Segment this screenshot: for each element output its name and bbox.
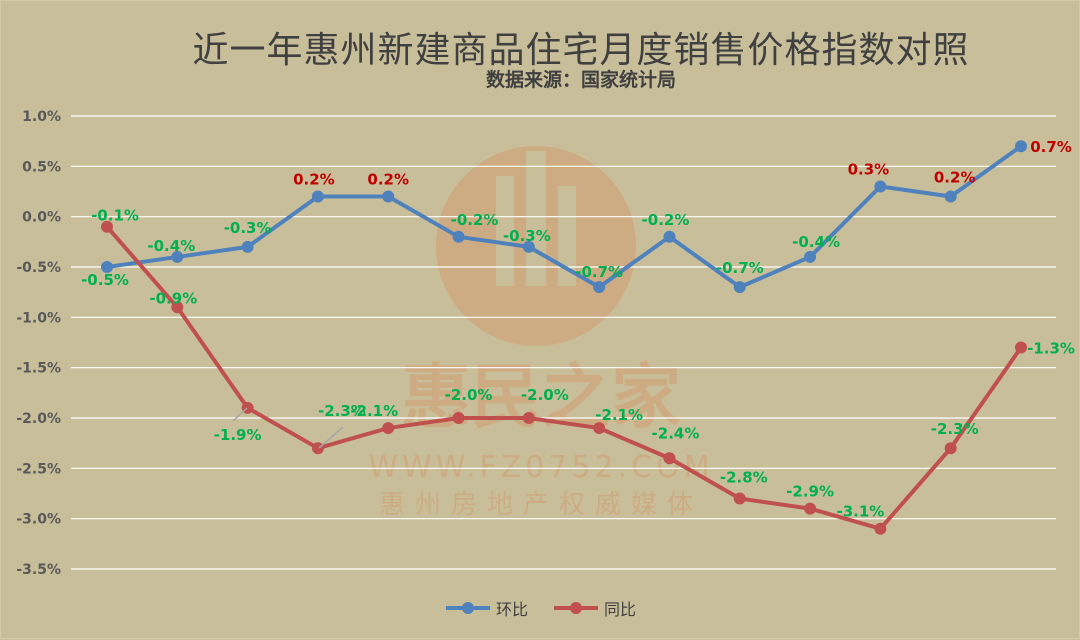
data-point bbox=[593, 422, 606, 435]
watermark: 惠民之家 WWW.FZ0752.COM 惠州房地产权威媒体 bbox=[368, 146, 713, 520]
data-point bbox=[1015, 140, 1027, 153]
data-label: -0.7% bbox=[716, 259, 764, 277]
data-point bbox=[944, 190, 957, 203]
watermark-logo-icon bbox=[436, 146, 636, 346]
legend-line-icon bbox=[445, 602, 490, 614]
data-point bbox=[522, 412, 535, 424]
data-point bbox=[101, 220, 113, 233]
data-label: -0.4% bbox=[792, 233, 840, 251]
data-label: -2.9% bbox=[786, 483, 834, 501]
data-label: 0.2% bbox=[293, 171, 335, 189]
data-point bbox=[101, 261, 113, 273]
y-tick-label: -1.0% bbox=[16, 310, 61, 326]
y-tick-label: -1.5% bbox=[16, 361, 61, 377]
data-label: -2.0% bbox=[445, 386, 493, 404]
legend: 环比 同比 bbox=[1, 596, 1080, 620]
data-label: -2.8% bbox=[720, 469, 768, 487]
y-tick-label: -2.0% bbox=[16, 411, 61, 427]
data-label: -2.3% bbox=[318, 402, 366, 420]
legend-label-mom: 环比 bbox=[495, 600, 528, 619]
data-label: -0.9% bbox=[149, 289, 197, 307]
legend-item-yoy: 同比 bbox=[554, 596, 636, 620]
data-label: 0.2% bbox=[934, 169, 976, 187]
series-line-mom bbox=[106, 144, 1023, 290]
data-label: -1.9% bbox=[214, 426, 262, 444]
watermark-slogan: 惠州房地产权威媒体 bbox=[379, 490, 703, 520]
legend-line-icon bbox=[554, 602, 598, 614]
data-label: -0.4% bbox=[147, 237, 195, 255]
data-point bbox=[663, 230, 676, 243]
y-tick-label: -0.5% bbox=[16, 260, 61, 276]
data-point bbox=[733, 281, 746, 294]
y-tick-label: 0.0% bbox=[22, 210, 61, 226]
data-point bbox=[804, 502, 817, 515]
y-tick-label: 1.0% bbox=[22, 109, 61, 125]
data-point bbox=[663, 452, 676, 465]
data-label: -2.4% bbox=[652, 424, 700, 442]
data-point bbox=[171, 250, 184, 263]
data-point bbox=[522, 240, 535, 253]
data-point bbox=[452, 230, 465, 243]
data-label: -0.2% bbox=[642, 211, 690, 229]
data-point bbox=[171, 301, 184, 314]
data-label: -0.5% bbox=[81, 271, 129, 289]
data-label: -2.3% bbox=[931, 420, 979, 438]
y-axis: 1.0% 0.5% 0.0% -0.5% -1.0% -1.5% -2.0% -2.5% -3.… bbox=[16, 109, 61, 578]
data-point bbox=[1015, 341, 1027, 354]
data-point bbox=[593, 281, 606, 294]
legend-item-mom: 环比 bbox=[445, 596, 528, 620]
data-label: -0.7% bbox=[575, 263, 623, 281]
data-point bbox=[311, 190, 324, 203]
data-label: -0.3% bbox=[224, 219, 272, 237]
chart-subtitle: 数据来源：国家统计局 bbox=[485, 69, 676, 91]
data-label: -0.2% bbox=[451, 211, 499, 229]
data-label: -0.1% bbox=[91, 207, 139, 225]
data-label: -2.0% bbox=[521, 386, 569, 404]
chart-title: 近一年惠州新建商品住宅月度销售价格指数对照 bbox=[192, 30, 970, 71]
data-label: 0.3% bbox=[848, 160, 890, 178]
data-point bbox=[874, 180, 887, 193]
y-tick-label: -3.5% bbox=[16, 562, 61, 578]
data-point bbox=[733, 492, 746, 505]
data-label: -0.3% bbox=[503, 227, 551, 245]
data-label: 0.7% bbox=[1030, 138, 1072, 156]
data-point bbox=[452, 412, 465, 424]
data-label: -2.1% bbox=[350, 402, 398, 420]
data-label: -1.3% bbox=[1027, 340, 1075, 358]
data-point bbox=[804, 250, 817, 263]
data-label: 0.2% bbox=[367, 171, 409, 189]
data-point bbox=[241, 240, 254, 253]
gridlines bbox=[71, 115, 1056, 570]
data-label: -2.1% bbox=[595, 406, 643, 424]
leader-line bbox=[232, 407, 248, 422]
watermark-url: WWW.FZ0752.COM bbox=[368, 450, 713, 485]
y-tick-label: 0.5% bbox=[22, 159, 61, 175]
data-labels: -0.5%-0.4%-0.3%0.2% 0.2%-0.2%-0.3%-0.7%-0… bbox=[81, 138, 1075, 521]
data-point bbox=[311, 442, 324, 455]
y-tick-label: -3.0% bbox=[16, 512, 61, 528]
legend-label-yoy: 同比 bbox=[604, 600, 637, 619]
watermark-brand: 惠民之家 bbox=[401, 356, 681, 438]
data-point bbox=[944, 442, 957, 455]
data-point bbox=[382, 190, 395, 203]
data-point bbox=[382, 422, 395, 435]
series-line-yoy bbox=[105, 225, 1023, 531]
data-label: -3.1% bbox=[836, 503, 884, 521]
y-tick-label: -2.5% bbox=[16, 461, 61, 477]
data-point bbox=[874, 522, 887, 535]
series-layer bbox=[101, 140, 1027, 535]
leader-line bbox=[318, 426, 344, 449]
